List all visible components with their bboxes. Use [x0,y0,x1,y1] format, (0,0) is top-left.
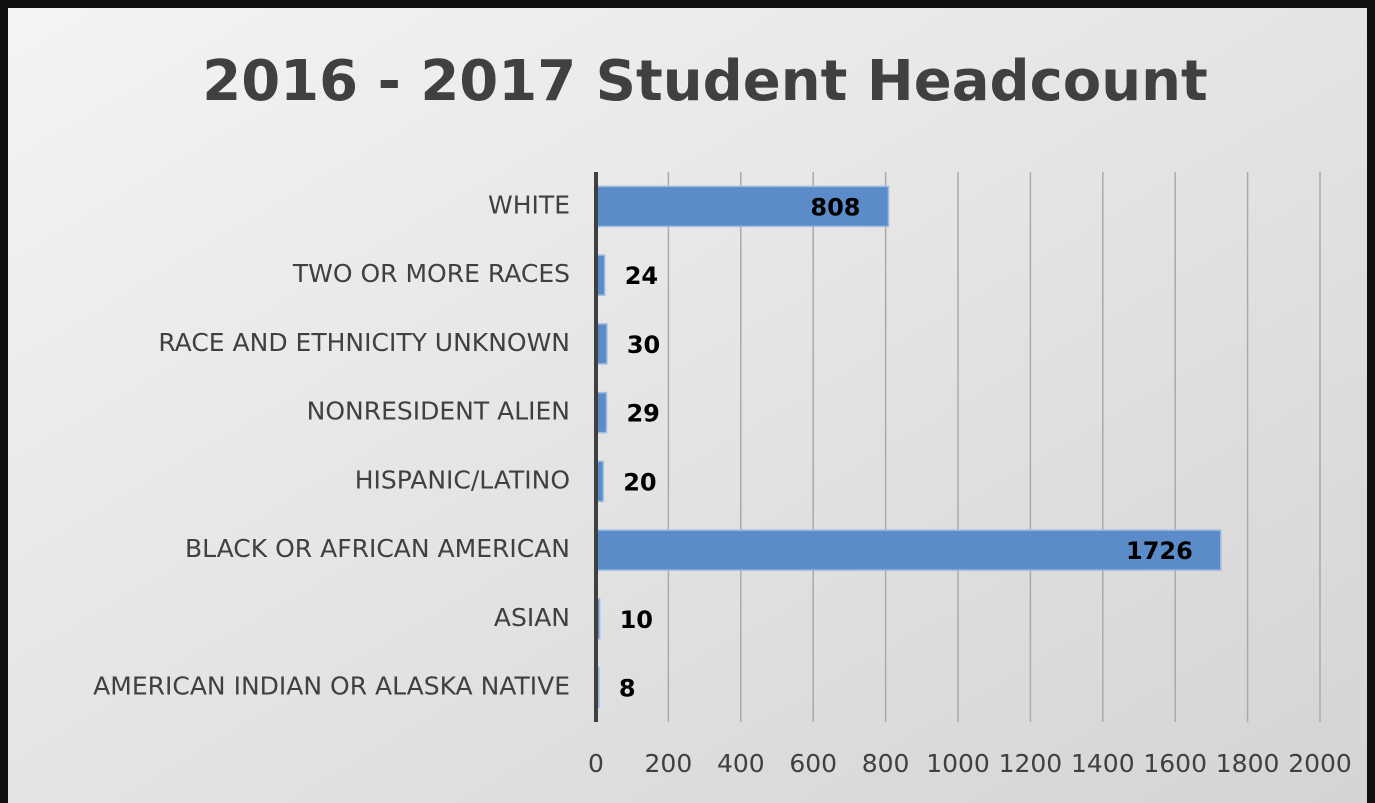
y-tick-label: AMERICAN INDIAN OR ALASKA NATIVE [93,672,570,701]
x-tick-label: 800 [862,749,910,778]
x-tick-label: 1400 [1071,749,1135,778]
data-label: 808 [810,193,860,221]
data-label: 1726 [1126,537,1193,565]
x-tick-label: 1600 [1143,749,1207,778]
x-tick-label: 600 [789,749,837,778]
y-tick-label: HISPANIC/LATINO [355,465,570,494]
bar [595,529,1222,571]
x-tick-label: 400 [717,749,765,778]
bar [595,185,890,228]
x-tick-label: 1800 [1216,749,1280,778]
y-tick-label: RACE AND ETHNICITY UNKNOWN [158,328,570,357]
data-label: 10 [620,606,653,634]
data-label: 20 [623,468,656,496]
y-tick-label: NONRESIDENT ALIEN [307,397,570,426]
x-tick-label: 200 [645,749,693,778]
data-label: 24 [625,262,658,290]
y-tick-label: BLACK OR AFRICAN AMERICAN [185,534,570,563]
data-label: 30 [627,331,660,359]
x-tick-label: 2000 [1288,749,1352,778]
y-tick-label: ASIAN [494,603,570,632]
y-tick-label: WHITE [488,190,570,219]
x-tick-label: 0 [588,749,604,778]
data-label: 8 [619,675,636,703]
data-label: 29 [626,400,659,428]
y-tick-label: TWO OR MORE RACES [292,259,570,288]
x-tick-label: 1200 [999,749,1063,778]
x-tick-label: 1000 [926,749,990,778]
chart-title: 2016 - 2017 Student Headcount [202,49,1208,114]
